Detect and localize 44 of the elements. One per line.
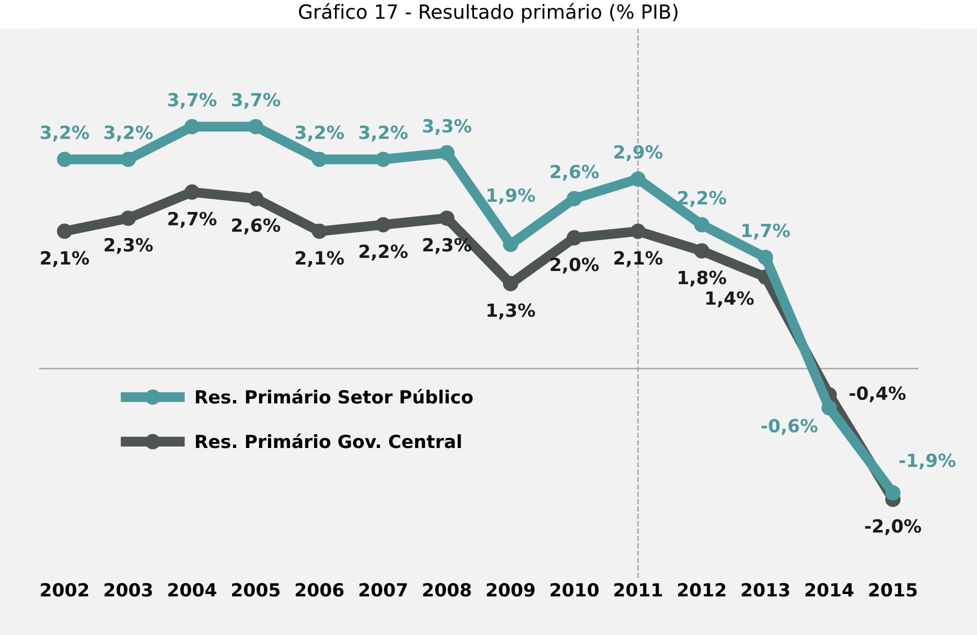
x-tick-label: 2005 (232, 583, 280, 597)
data-label: 1,4% (706, 291, 754, 308)
x-tick-label: 2008 (423, 583, 471, 597)
x-tick-label: 2010 (550, 583, 599, 597)
x-tick-label: 2002 (40, 583, 88, 597)
legend-label: Res. Primário Setor Público (196, 388, 473, 404)
data-label: 3,2% (359, 126, 408, 142)
data-label: 3,7% (232, 92, 280, 109)
x-tick-label: 2003 (104, 583, 152, 597)
x-tick-label: 2009 (486, 583, 535, 597)
data-label: -0,6% (761, 418, 818, 435)
x-tick-label: 2004 (168, 583, 216, 597)
legend-label: Res. Primário Gov. Central (196, 434, 461, 448)
data-label: 2,1% (296, 251, 344, 268)
data-label: 1,3% (488, 303, 536, 320)
data-label: 2,1% (614, 251, 662, 268)
data-label: 2,2% (678, 190, 726, 207)
data-label: 2,0% (550, 258, 599, 274)
x-tick-label: 2013 (742, 583, 790, 597)
data-label: 2,3% (104, 238, 153, 254)
data-label: 3,3% (423, 118, 472, 135)
x-tick-label: 2007 (359, 583, 407, 597)
data-label: 2,6% (550, 164, 599, 181)
data-label: 3,7% (168, 92, 216, 109)
data-label: 2,6% (232, 218, 280, 234)
chart-title: Gráfico 17 - Resultado primário (% PIB) (298, 3, 678, 23)
data-label: 3,2% (296, 126, 344, 142)
data-label: 1,9% (488, 188, 536, 204)
data-label: 1,8% (678, 270, 726, 287)
data-label: -1,9% (899, 453, 956, 470)
data-label: 3,2% (104, 126, 153, 142)
x-tick-label: 2015 (869, 583, 917, 597)
data-label: -2,0% (865, 519, 922, 536)
data-label: 2,9% (614, 145, 662, 162)
data-label: 2,1% (40, 251, 90, 268)
x-tick-label: 2011 (614, 583, 662, 597)
data-label: 2,2% (360, 244, 408, 260)
data-label: 1,7% (742, 224, 790, 240)
data-label: 2,7% (168, 212, 216, 228)
x-tick-label: 2014 (805, 583, 854, 597)
x-tick-label: 2012 (678, 583, 726, 597)
data-label: 3,2% (40, 126, 90, 142)
x-tick-label: 2006 (296, 583, 344, 597)
data-label: -0,4% (850, 386, 906, 402)
